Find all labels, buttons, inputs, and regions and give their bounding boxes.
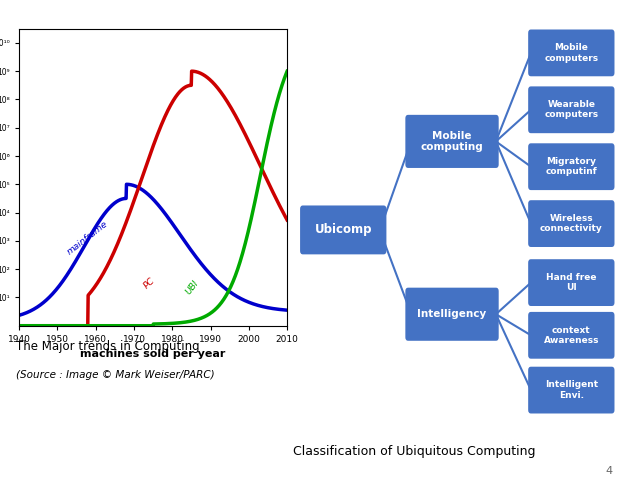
Text: Mobile
computing: Mobile computing (420, 131, 484, 152)
FancyBboxPatch shape (528, 259, 614, 306)
Text: PC: PC (142, 276, 156, 291)
Text: UBI: UBI (184, 279, 200, 297)
FancyBboxPatch shape (528, 312, 614, 359)
FancyBboxPatch shape (528, 200, 614, 247)
FancyBboxPatch shape (528, 30, 614, 76)
X-axis label: machines sold per year: machines sold per year (80, 349, 226, 359)
Text: 4: 4 (605, 466, 612, 476)
FancyBboxPatch shape (528, 86, 614, 133)
Text: mainframe: mainframe (65, 220, 109, 257)
Text: Ubicomp: Ubicomp (315, 223, 372, 237)
Text: Wireless
connectivity: Wireless connectivity (540, 214, 603, 233)
Text: The Major trends in Computing: The Major trends in Computing (16, 340, 200, 353)
Text: context
Awareness: context Awareness (544, 326, 599, 345)
FancyBboxPatch shape (300, 205, 387, 254)
FancyBboxPatch shape (405, 115, 499, 168)
Text: Hand free
UI: Hand free UI (546, 273, 597, 292)
Text: Migratory
computinf: Migratory computinf (545, 157, 597, 176)
FancyBboxPatch shape (528, 143, 614, 190)
Text: Classification of Ubiquitous Computing: Classification of Ubiquitous Computing (293, 445, 536, 458)
Text: Intelligency: Intelligency (417, 309, 487, 319)
FancyBboxPatch shape (405, 288, 499, 341)
Text: (Source : Image © Mark Weiser/PARC): (Source : Image © Mark Weiser/PARC) (16, 370, 214, 380)
FancyBboxPatch shape (528, 367, 614, 413)
Text: Wearable
computers: Wearable computers (544, 100, 598, 119)
Text: Intelligent
Envi.: Intelligent Envi. (545, 380, 598, 400)
Text: Mobile
computers: Mobile computers (544, 43, 598, 63)
